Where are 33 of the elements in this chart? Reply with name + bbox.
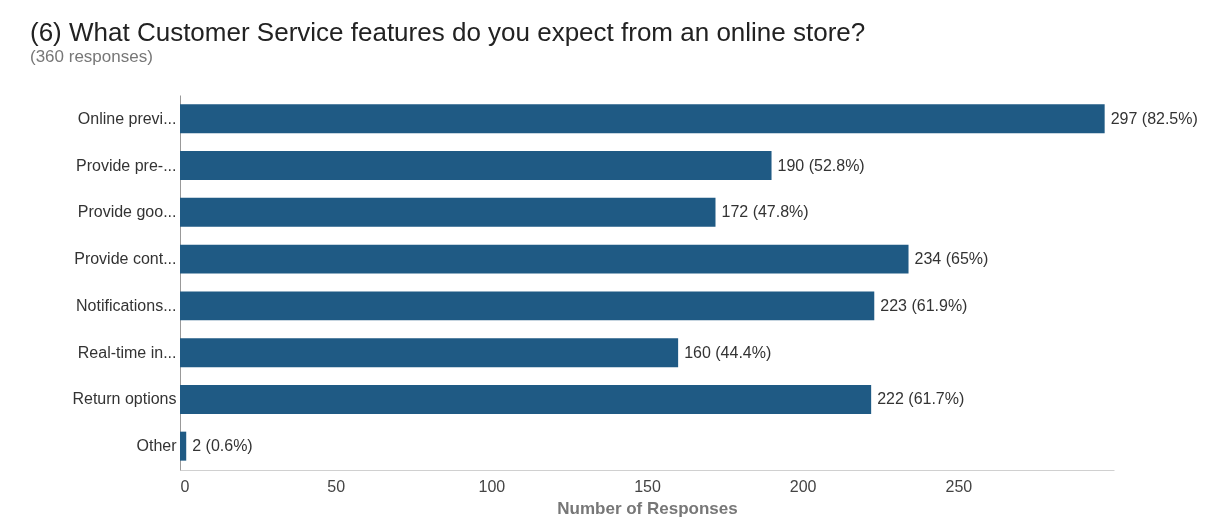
y-tick-label: Real-time in... — [77, 343, 177, 361]
x-axis-title: Number of Responses — [557, 498, 738, 518]
x-tick-label: 50 — [327, 477, 346, 495]
x-tick-label: 0 — [180, 477, 190, 495]
data-label: 172 (47.8%) — [721, 203, 809, 221]
chart-subtitle: (360 responses) — [30, 47, 153, 66]
data-label: 190 (52.8%) — [777, 156, 865, 174]
y-tick-label: Provide goo... — [77, 203, 177, 221]
y-tick-label: Return options — [72, 390, 177, 408]
chart-title: (6) What Customer Service features do you expect from an online store? — [30, 17, 866, 47]
bar — [180, 384, 872, 414]
data-label: 234 (65%) — [914, 250, 989, 268]
x-tick-label: 200 — [789, 477, 817, 495]
data-label: 2 (0.6%) — [192, 437, 253, 455]
bar — [180, 151, 772, 181]
y-tick-label: Online previ... — [77, 109, 177, 127]
bar — [180, 104, 1105, 134]
bar — [180, 291, 875, 321]
x-tick-label: 100 — [478, 477, 506, 495]
data-label: 222 (61.7%) — [877, 390, 965, 408]
bar — [180, 431, 187, 461]
y-tick-label: Other — [136, 437, 178, 455]
bar — [180, 244, 909, 274]
y-tick-label: Notifications... — [76, 296, 177, 314]
y-tick-label: Provide pre-... — [76, 156, 177, 174]
bar — [180, 197, 716, 227]
bar — [180, 338, 679, 368]
data-label: 160 (44.4%) — [684, 343, 772, 361]
x-tick-label: 150 — [634, 477, 661, 495]
y-tick-label: Provide cont... — [74, 250, 177, 268]
data-label: 223 (61.9%) — [880, 296, 968, 314]
x-tick-label: 250 — [945, 477, 973, 495]
data-label: 297 (82.5%) — [1110, 109, 1198, 127]
